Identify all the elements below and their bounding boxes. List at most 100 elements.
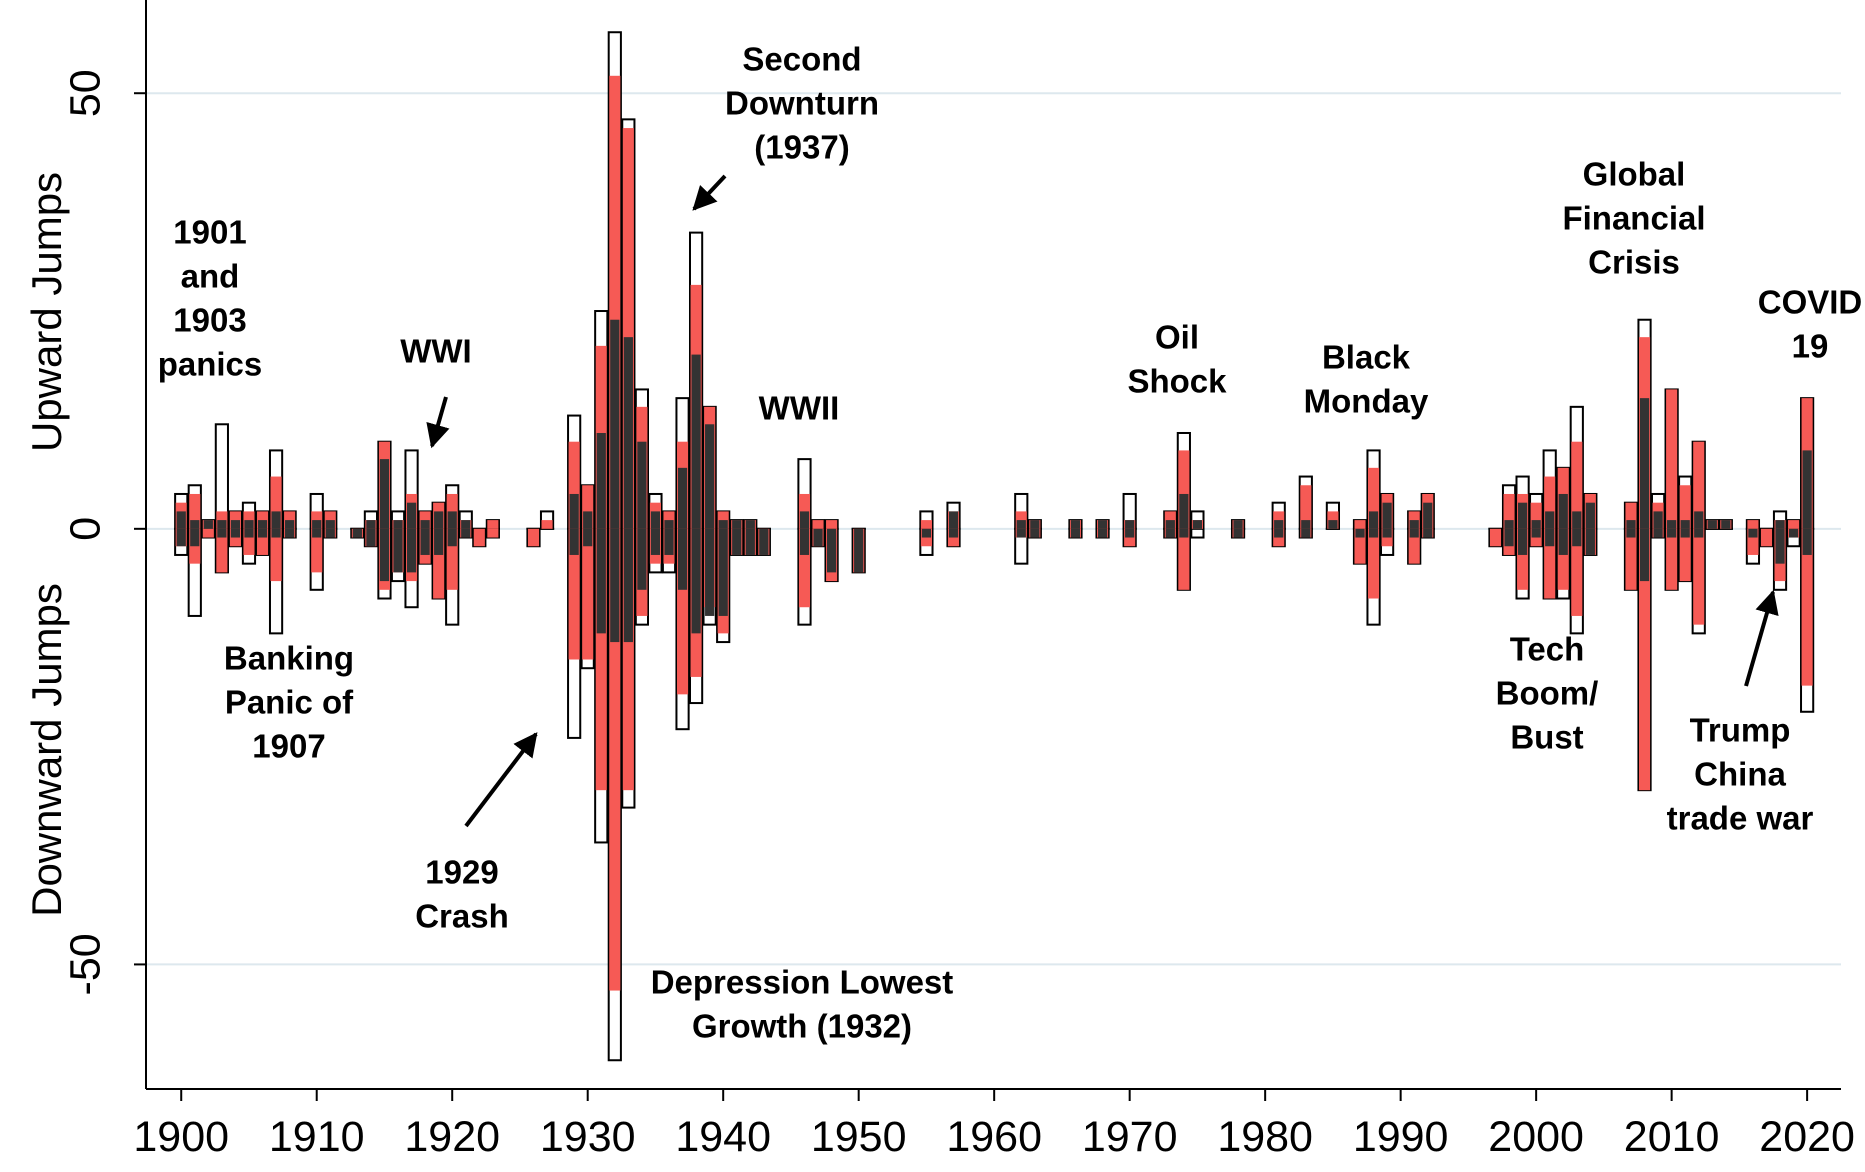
- bar: [1233, 520, 1243, 529]
- bar: [1409, 520, 1419, 529]
- bar: [1639, 398, 1650, 529]
- annotation: WWII: [759, 390, 840, 427]
- bar: [230, 528, 241, 538]
- bar: [244, 520, 254, 529]
- bar: [637, 441, 647, 529]
- bar: [1489, 528, 1502, 547]
- bar: [596, 528, 606, 634]
- bar: [691, 354, 701, 529]
- bar: [406, 528, 417, 573]
- bar: [1301, 528, 1311, 538]
- bar: [379, 459, 390, 529]
- annotation: Growth (1932): [692, 1008, 912, 1045]
- bar: [1097, 520, 1108, 529]
- bar: [921, 528, 932, 538]
- bar: [1179, 493, 1189, 529]
- bar: [948, 511, 959, 529]
- bar: [1354, 520, 1366, 529]
- bar: [799, 511, 810, 529]
- bar: [257, 528, 268, 538]
- bar: [812, 520, 824, 529]
- annotation: Panic of: [225, 684, 354, 721]
- bar: [1531, 528, 1541, 538]
- bar: [1274, 528, 1284, 538]
- bar: [1368, 511, 1379, 529]
- annotation: Trump: [1690, 712, 1791, 749]
- bar: [1572, 511, 1582, 529]
- bar: [1585, 528, 1595, 555]
- bar: [610, 528, 620, 643]
- bar: [1557, 528, 1569, 590]
- bar: [582, 485, 594, 529]
- bar: [854, 528, 864, 573]
- annotation: Shock: [1127, 363, 1227, 400]
- bar: [1694, 511, 1704, 529]
- bar: [312, 520, 322, 529]
- bar: [433, 528, 445, 599]
- bar: [285, 528, 295, 538]
- bar: [798, 528, 811, 608]
- x-tick-label: 1970: [1082, 1113, 1178, 1161]
- arrow: [426, 396, 450, 449]
- bar: [202, 528, 214, 538]
- bar: [1760, 528, 1773, 547]
- bar: [379, 528, 390, 582]
- bar: [1558, 528, 1568, 555]
- bar: [1328, 520, 1338, 529]
- bar: [1747, 520, 1759, 529]
- bar: [948, 528, 959, 538]
- bar: [325, 528, 335, 538]
- bar: [420, 520, 430, 529]
- bar: [1653, 511, 1663, 529]
- bar: [1545, 511, 1555, 529]
- bar: [1667, 528, 1677, 538]
- bar: [1748, 528, 1758, 538]
- bar: [1545, 528, 1555, 547]
- bar: [1572, 528, 1582, 547]
- bar: [1747, 528, 1759, 555]
- bar: [352, 528, 362, 538]
- bar: [664, 528, 674, 555]
- bar: [1666, 389, 1678, 529]
- bar: [203, 520, 213, 529]
- bar: [1571, 528, 1583, 616]
- bar: [244, 528, 254, 538]
- bar: [1165, 520, 1175, 529]
- annotation: Second: [742, 41, 861, 78]
- annotation: COVID: [1758, 284, 1863, 321]
- bar: [461, 520, 471, 529]
- bar: [623, 337, 633, 529]
- annotation: Crash: [415, 898, 509, 935]
- bar: [446, 528, 458, 590]
- bar: [1558, 493, 1568, 529]
- bar: [1625, 528, 1637, 590]
- annotation: 1903: [173, 302, 246, 339]
- bar: [569, 528, 579, 555]
- annotation: 1929: [425, 854, 498, 891]
- bar: [1530, 502, 1542, 529]
- annotation: 1907: [252, 728, 325, 765]
- bar: [1423, 502, 1433, 529]
- x-tick-label: 1930: [540, 1113, 636, 1161]
- bar: [1775, 520, 1785, 529]
- bar: [256, 528, 269, 555]
- bar: [1585, 502, 1595, 529]
- bar: [1694, 528, 1704, 538]
- bar: [487, 528, 499, 538]
- bar: [622, 128, 634, 529]
- bar: [609, 75, 621, 529]
- annotation: Financial: [1562, 200, 1705, 237]
- bar: [759, 528, 769, 555]
- bar: [1274, 520, 1284, 529]
- bar: [1802, 528, 1812, 555]
- bar: [1178, 528, 1190, 590]
- bar: [1531, 520, 1541, 529]
- bar: [1423, 528, 1433, 538]
- bar: [420, 528, 430, 555]
- bar: [1625, 502, 1637, 529]
- annotation: Depression Lowest: [651, 964, 954, 1001]
- bar: [1802, 450, 1812, 529]
- bar: [1125, 528, 1135, 538]
- bar: [434, 511, 444, 529]
- bar: [637, 528, 647, 590]
